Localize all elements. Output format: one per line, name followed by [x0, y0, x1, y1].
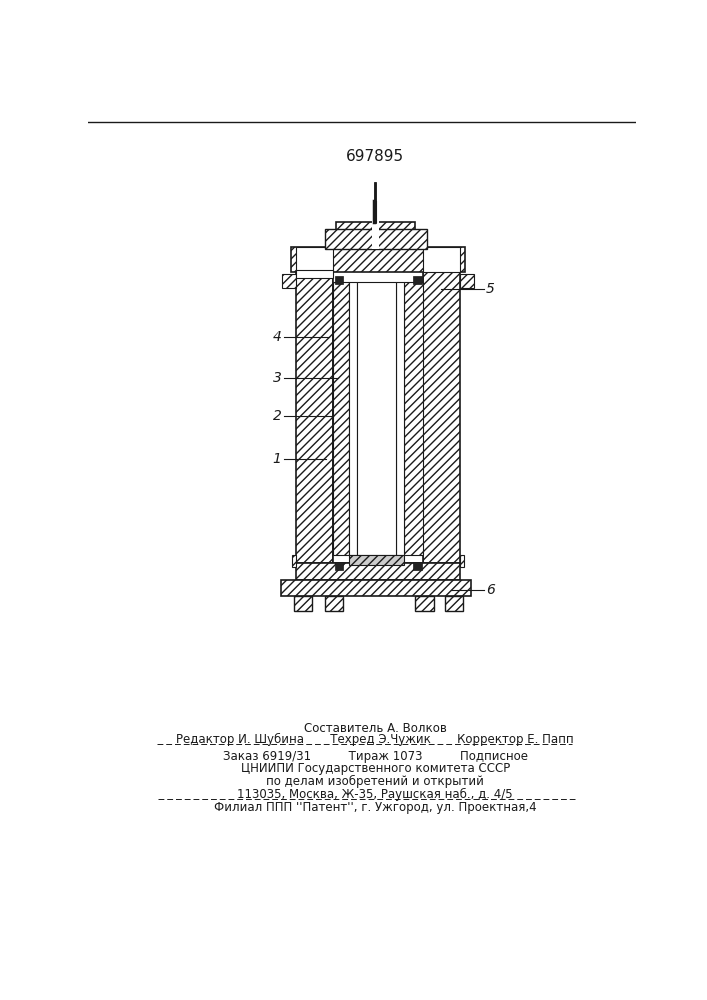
- Bar: [413, 562, 421, 570]
- Bar: [413, 276, 421, 284]
- Text: по делам изобретений и открытий: по делам изобретений и открытий: [267, 775, 484, 788]
- Bar: [335, 276, 344, 284]
- Bar: [296, 270, 333, 278]
- Text: 1: 1: [272, 452, 281, 466]
- Text: ЦНИИПИ Государственного комитета СССР: ЦНИИПИ Государственного комитета СССР: [240, 762, 510, 775]
- Bar: [416, 596, 434, 611]
- Bar: [325, 596, 344, 611]
- Bar: [372, 219, 379, 249]
- Bar: [291, 247, 465, 272]
- Bar: [460, 274, 474, 288]
- Bar: [460, 555, 464, 567]
- Text: 4: 4: [272, 330, 281, 344]
- Bar: [423, 247, 460, 272]
- Bar: [423, 268, 460, 563]
- Bar: [281, 580, 472, 596]
- Bar: [293, 596, 312, 611]
- Bar: [292, 555, 296, 567]
- Text: 697895: 697895: [346, 149, 404, 164]
- Bar: [333, 282, 349, 555]
- Bar: [349, 282, 356, 555]
- Text: Заказ 6919/31          Тираж 1073          Подписное: Заказ 6919/31 Тираж 1073 Подписное: [223, 750, 527, 763]
- Text: Составитель А. Волков: Составитель А. Волков: [304, 722, 447, 735]
- Text: 5: 5: [486, 282, 495, 296]
- Bar: [445, 596, 464, 611]
- Text: 3: 3: [272, 371, 281, 385]
- Text: 6: 6: [486, 583, 495, 597]
- Bar: [296, 268, 333, 563]
- Bar: [349, 555, 404, 565]
- Bar: [333, 268, 423, 563]
- Bar: [296, 563, 460, 580]
- Bar: [404, 282, 423, 555]
- Text: Филиал ППП ''Патент'', г. Ужгород, ул. Проектная,4: Филиал ППП ''Патент'', г. Ужгород, ул. П…: [214, 801, 537, 814]
- Text: 2: 2: [272, 409, 281, 423]
- Text: 113035, Москва, Ж-35, Раушская наб., д. 4/5: 113035, Москва, Ж-35, Раушская наб., д. …: [238, 788, 513, 801]
- Bar: [325, 229, 427, 249]
- Bar: [337, 222, 416, 249]
- Bar: [335, 562, 344, 570]
- Bar: [356, 282, 396, 555]
- Bar: [296, 247, 333, 272]
- Text: Редактор И. Шубина       Техред Э.Чужик       Корректор Е. Папп: Редактор И. Шубина Техред Э.Чужик Коррек…: [176, 733, 574, 746]
- Bar: [282, 274, 296, 288]
- Bar: [396, 282, 404, 555]
